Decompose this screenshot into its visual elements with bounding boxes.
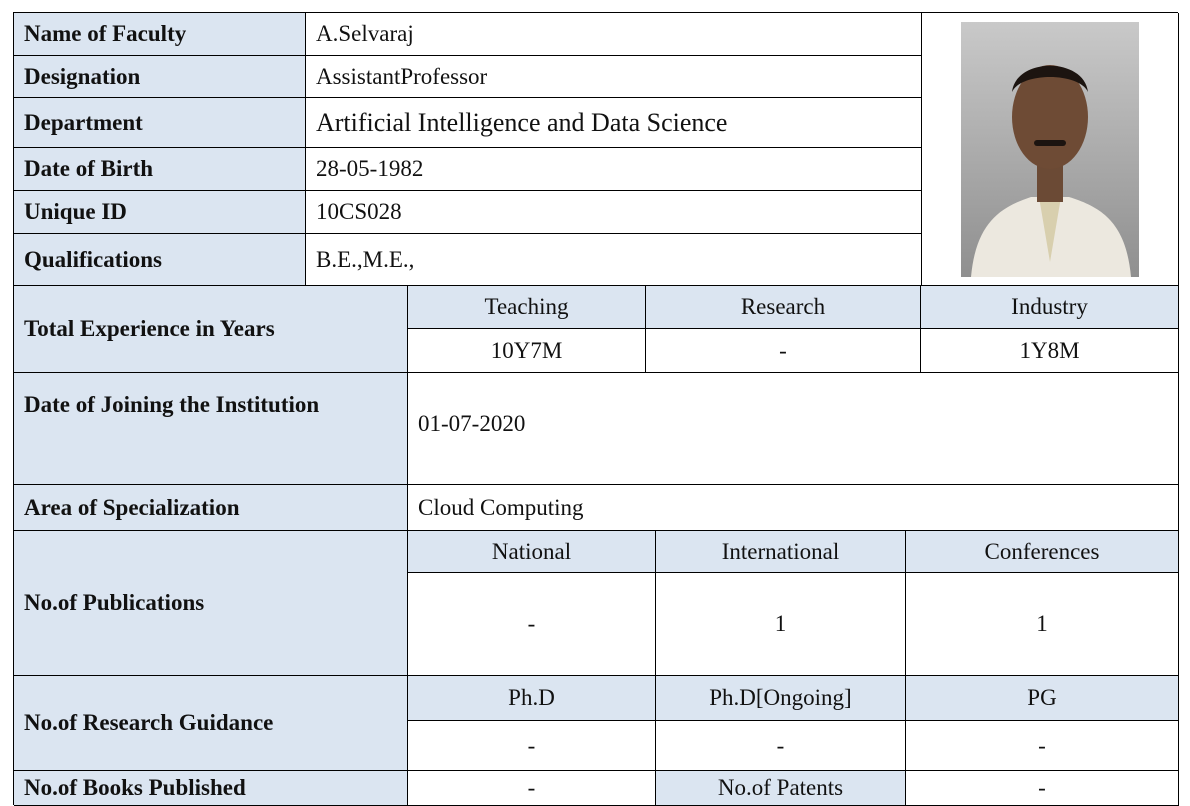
faculty-profile-table: Name of Faculty A.Selvaraj Designation Assi… — [13, 12, 1179, 806]
field-label: Qualifications — [14, 234, 306, 286]
column-header: Research — [646, 286, 921, 329]
field-value: 10CS028 — [306, 191, 922, 234]
field-value: - — [906, 771, 1179, 806]
column-header: Ph.D — [408, 676, 656, 721]
field-value: 28-05-1982 — [306, 148, 922, 191]
field-label: Total Experience in Years — [14, 286, 408, 373]
field-label: No.of Research Guidance — [14, 676, 408, 771]
field-label: No.of Publications — [14, 531, 408, 676]
field-value: - — [408, 771, 656, 806]
field-label: Unique ID — [14, 191, 306, 234]
field-value: 1 — [656, 573, 906, 676]
photo-cell — [922, 13, 1179, 286]
field-label: Designation — [14, 56, 306, 98]
field-value: - — [408, 573, 656, 676]
column-header: Industry — [921, 286, 1179, 329]
column-header: National — [408, 531, 656, 573]
faculty-photo — [961, 21, 1139, 277]
field-value: - — [906, 721, 1179, 771]
field-label: Date of Joining the Institution — [14, 373, 408, 485]
column-header: Teaching — [408, 286, 646, 329]
field-label: Department — [14, 98, 306, 148]
field-value: 1 — [906, 573, 1179, 676]
field-value: - — [408, 721, 656, 771]
field-value: AssistantProfessor — [306, 56, 922, 98]
field-value: - — [646, 329, 921, 373]
field-value: 1Y8M — [921, 329, 1179, 373]
field-label: Name of Faculty — [14, 13, 306, 56]
field-value: B.E.,M.E., — [306, 234, 922, 286]
field-label: Area of Specialization — [14, 485, 408, 531]
column-header: International — [656, 531, 906, 573]
field-value: Cloud Computing — [408, 485, 1179, 531]
field-label: No.of Books Published — [14, 771, 408, 806]
field-value: Artificial Intelligence and Data Science — [306, 98, 922, 148]
column-header: No.of Patents — [656, 771, 906, 806]
column-header: Conferences — [906, 531, 1179, 573]
column-header: Ph.D[Ongoing] — [656, 676, 906, 721]
field-value: 01-07-2020 — [408, 373, 1179, 485]
column-header: PG — [906, 676, 1179, 721]
field-label: Date of Birth — [14, 148, 306, 191]
field-value: - — [656, 721, 906, 771]
field-value: 10Y7M — [408, 329, 646, 373]
field-value: A.Selvaraj — [306, 13, 922, 56]
